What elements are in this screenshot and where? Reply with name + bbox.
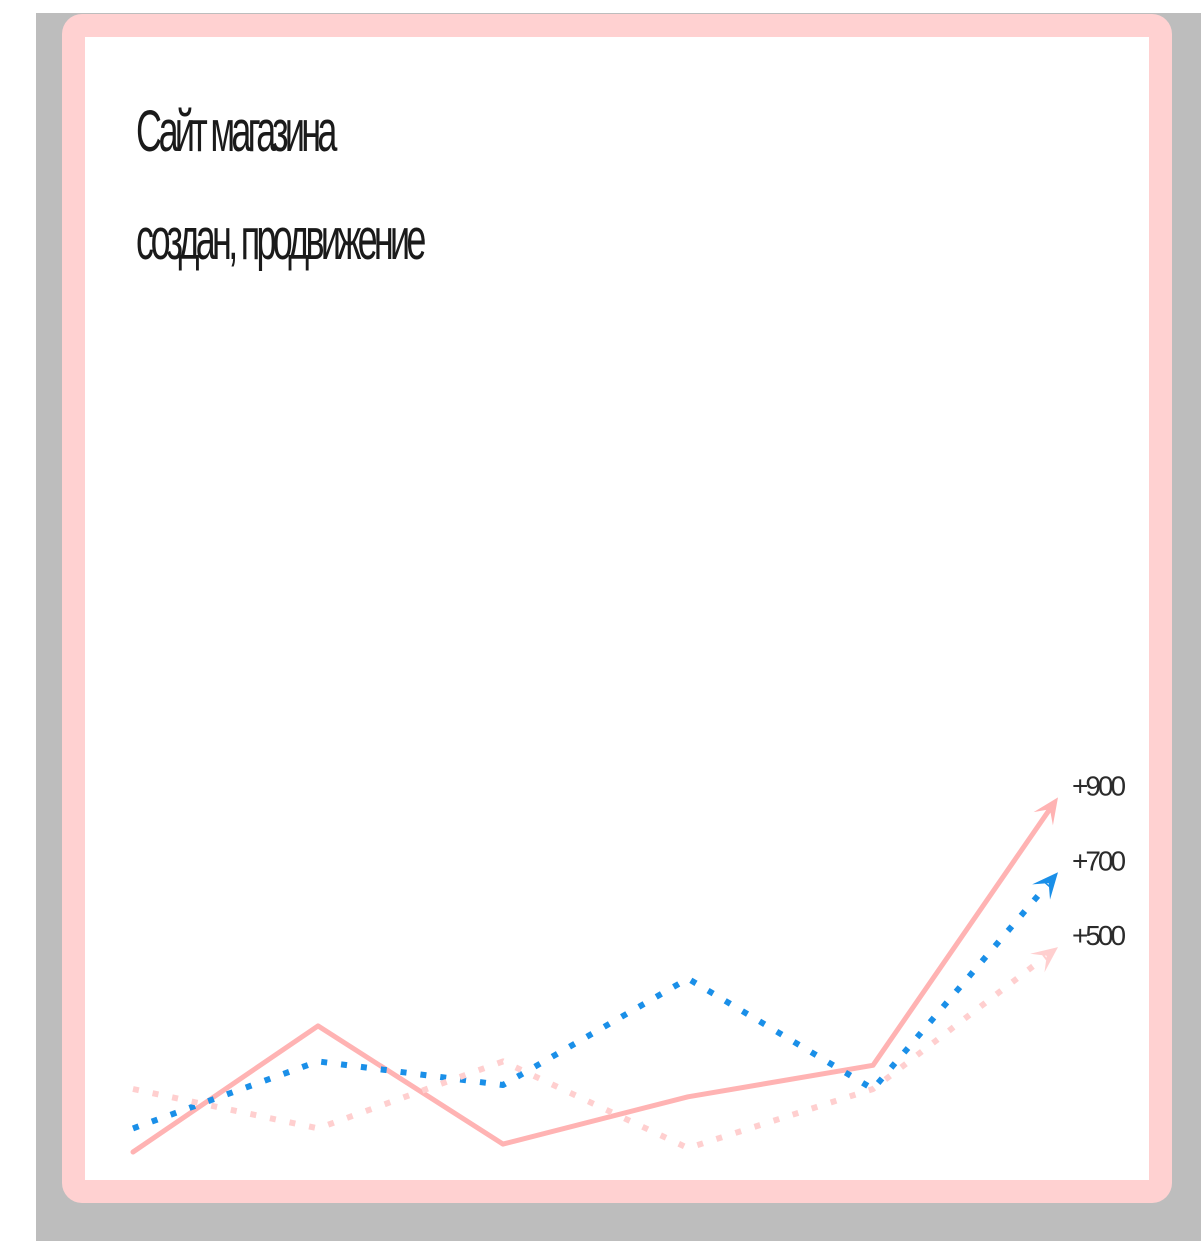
series-line-1 [131, 882, 1051, 1132]
series-line-0 [130, 807, 1052, 1155]
series-line-2 [132, 954, 1048, 1152]
series-end-label-0: +900 [1072, 770, 1125, 801]
end-labels: +900 +700 +500 [1072, 770, 1128, 951]
series-1 [131, 872, 1058, 1132]
series-0 [130, 797, 1058, 1155]
chart-title: Сайт магазина создан, продвижение [136, 99, 426, 272]
series-end-label-1: +700 [1072, 845, 1125, 876]
series-2 [132, 947, 1058, 1152]
chart-card [85, 37, 1149, 1180]
series-arrowhead-1 [1032, 872, 1058, 900]
series-arrowhead-2 [1030, 947, 1058, 973]
series-layer [130, 797, 1058, 1155]
series-end-label-2: +500 [1072, 920, 1125, 951]
series-arrowhead-0 [1033, 797, 1058, 826]
